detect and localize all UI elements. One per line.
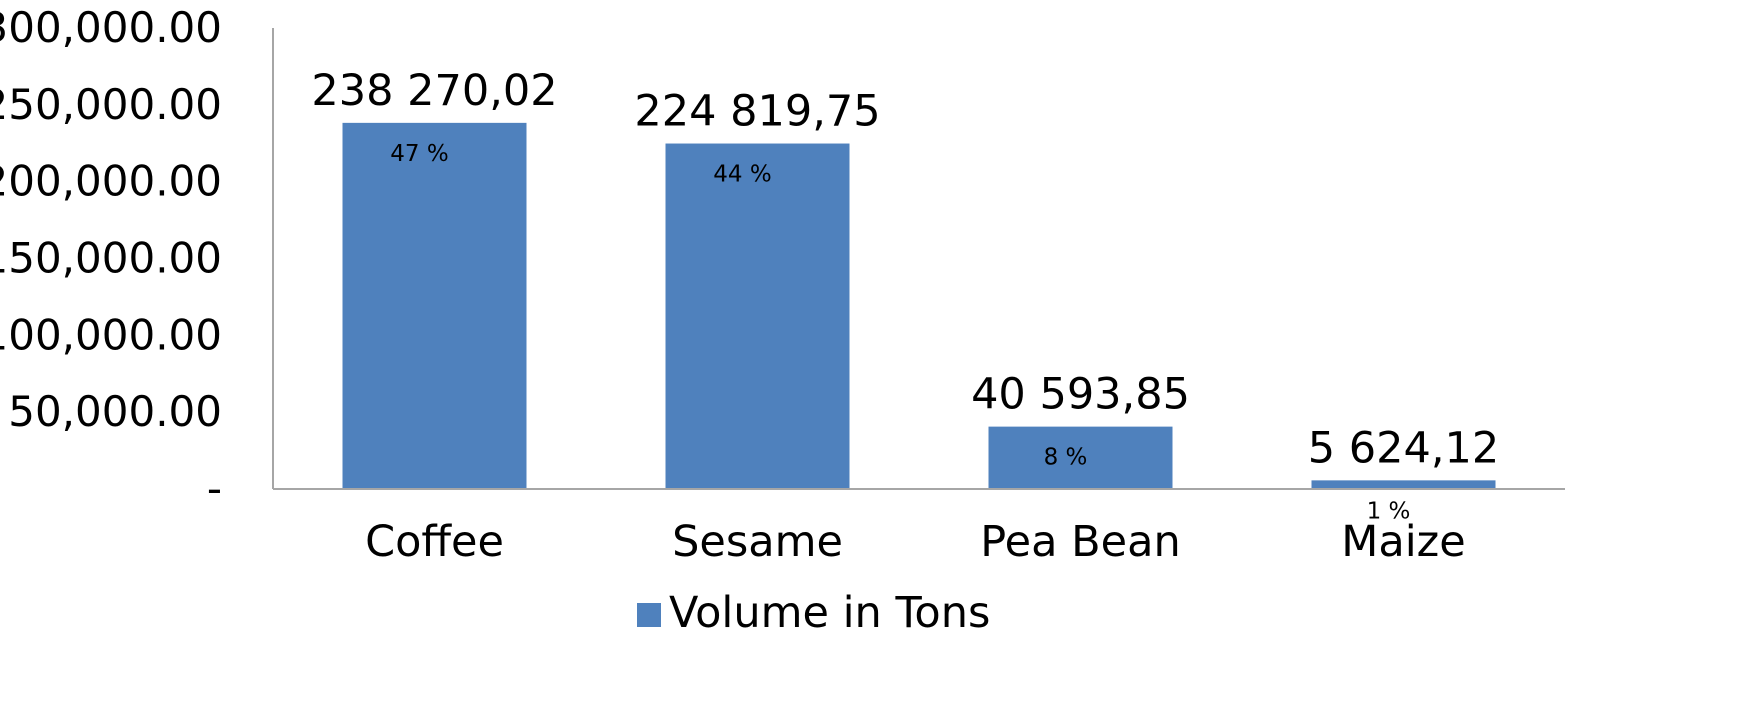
value-label: 238 270,02 [311,66,557,116]
y-tick-label: 150,000.00 [0,234,222,283]
y-tick-label: 100,000.00 [0,310,222,359]
y-tick-label: - [207,464,222,513]
bar-maize [1311,480,1496,489]
data-labels-group: 238 270,02 47 % 224 819,75 44 % 40 593,85 8 %… [311,66,1499,524]
percent-label: 44 % [713,162,771,188]
y-tick-label: 50,000.00 [8,387,222,436]
value-label: 5 624,12 [1308,423,1499,473]
y-tick-label: 300,000.00 [0,3,222,52]
y-tick-label: 200,000.00 [0,157,222,206]
bar-pea-bean [988,426,1173,489]
legend: Volume in Tons [637,588,990,638]
bar-coffee [342,122,527,490]
legend-swatch-volume [637,603,661,627]
bars-group [342,122,1496,490]
category-label: Pea Bean [980,517,1180,567]
category-label: Sesame [672,517,843,567]
y-tick-label: 250,000.00 [0,80,222,129]
legend-label-volume: Volume in Tons [669,588,990,638]
x-axis-category-labels: Coffee Sesame Pea Bean Maize [365,517,1466,567]
category-label: Maize [1341,517,1465,567]
percent-label: 1 % [1367,498,1411,524]
value-label: 40 593,85 [971,370,1190,420]
y-axis-tick-labels: - 50,000.00 100,000.00 150,000.00 200,000.00… [0,3,222,513]
percent-label: 47 % [390,141,448,167]
category-label: Coffee [365,517,504,567]
value-label: 224 819,75 [634,87,880,137]
bar-sesame [665,143,850,489]
percent-label: 8 % [1044,445,1088,471]
